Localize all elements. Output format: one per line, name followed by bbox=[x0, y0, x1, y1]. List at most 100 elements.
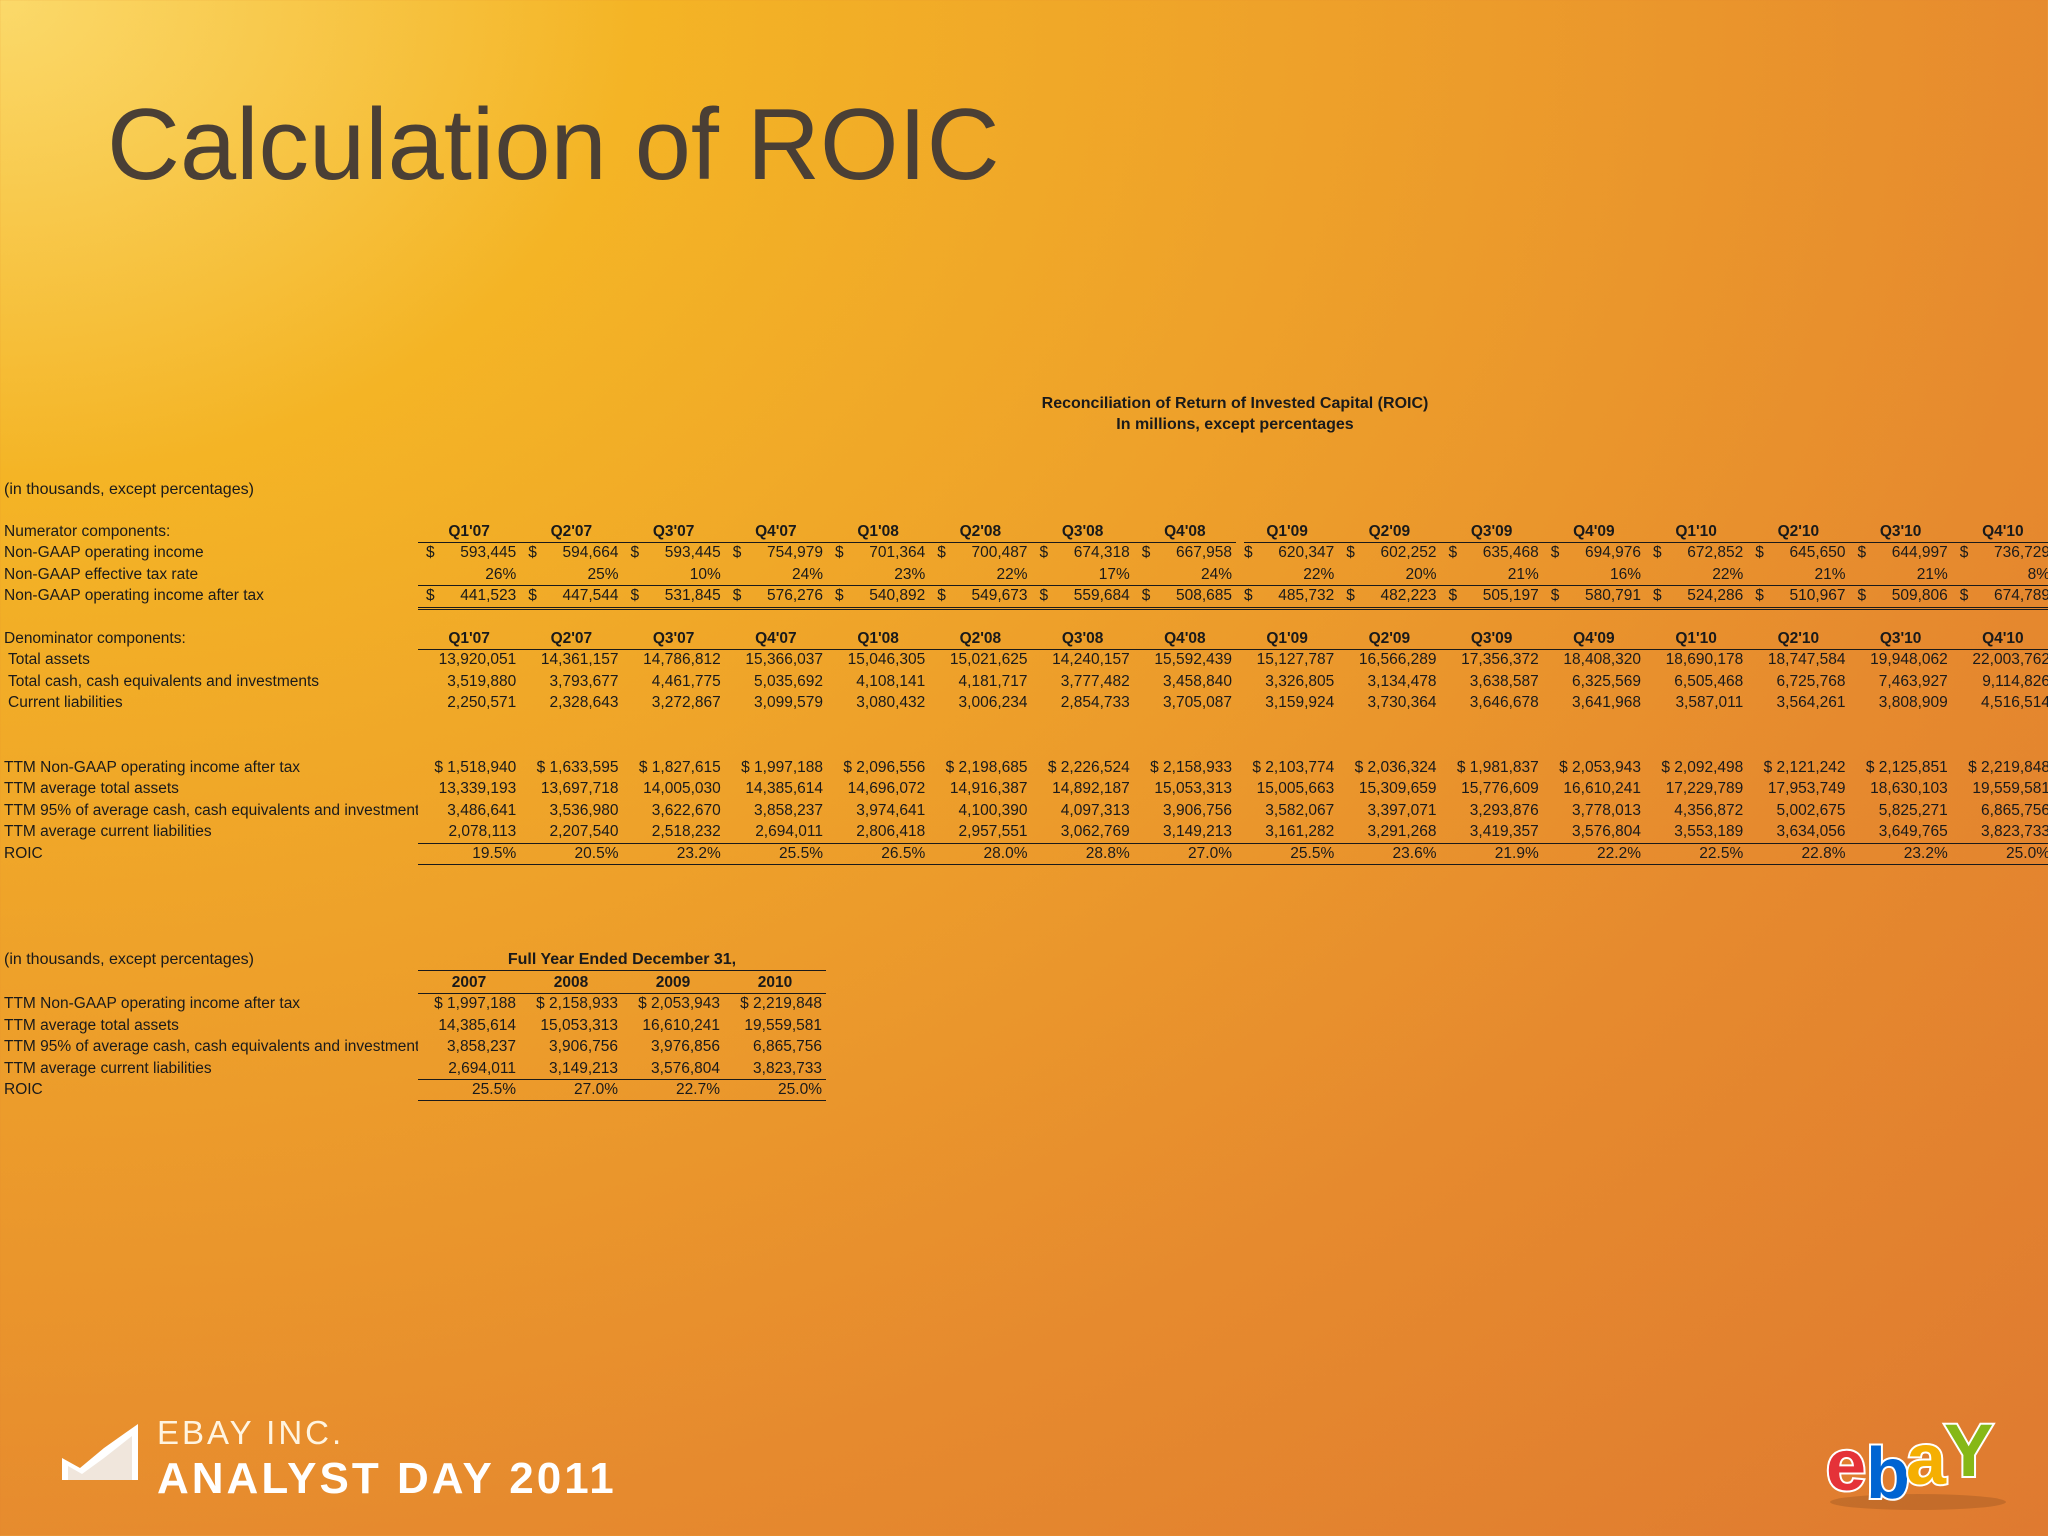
unit-note: (in thousands, except percentages) bbox=[4, 481, 254, 498]
table-cell: 21.9% bbox=[1494, 844, 1539, 862]
svg-text:a: a bbox=[1906, 1420, 1947, 1500]
table-cell: 25.5% bbox=[472, 1081, 516, 1098]
table-cell: 3,705,087 bbox=[1163, 694, 1232, 712]
quarter-header: Q4'09 bbox=[1573, 523, 1615, 540]
dollar-sign: $ bbox=[835, 587, 844, 605]
table-cell: 594,664 bbox=[562, 544, 619, 562]
table-cell: $ 1,997,188 bbox=[434, 995, 516, 1013]
row-label: Non-GAAP operating income after tax bbox=[4, 587, 264, 605]
table-cell: 14,916,387 bbox=[949, 780, 1028, 798]
table-cell: 16,610,241 bbox=[1563, 780, 1641, 798]
numerator-subtotal-line bbox=[418, 585, 2048, 587]
quarter-header: Q4'08 bbox=[1164, 523, 1206, 540]
table-cell: 3,823,733 bbox=[753, 1059, 822, 1077]
table-cell: 15,127,787 bbox=[1256, 651, 1335, 669]
svg-text:b: b bbox=[1866, 1434, 1910, 1514]
table-cell: 19.5% bbox=[472, 844, 517, 862]
row-label: TTM average current liabilities bbox=[4, 1059, 212, 1077]
table-cell: 674,789 bbox=[1993, 587, 2048, 605]
table-cell: $ 1,981,837 bbox=[1456, 759, 1539, 776]
table-cell: 6,505,468 bbox=[1674, 672, 1744, 690]
quarter-header: Q2'09 bbox=[1368, 523, 1411, 540]
table-cell: 15,005,663 bbox=[1256, 780, 1335, 798]
table-cell: 2,328,643 bbox=[549, 694, 619, 712]
table-cell: 700,487 bbox=[971, 544, 1028, 562]
quarter-header: Q4'07 bbox=[755, 523, 797, 540]
table-cell: 3,161,282 bbox=[1265, 823, 1335, 841]
table-cell: 509,806 bbox=[1891, 587, 1948, 605]
table-cell: 736,729 bbox=[1993, 544, 2048, 562]
row-label: TTM average total assets bbox=[4, 780, 179, 798]
table-cell: 3,622,670 bbox=[651, 801, 721, 819]
dollar-sign: $ bbox=[630, 544, 640, 562]
quarter-header: Q3'08 bbox=[1061, 523, 1104, 540]
table-cell: $ 2,121,242 bbox=[1763, 759, 1846, 776]
fy-roic-underline bbox=[418, 1100, 826, 1102]
year-header: 2009 bbox=[655, 974, 691, 991]
table-cell: 16,566,289 bbox=[1358, 651, 1437, 669]
dollar-sign: $ bbox=[1550, 544, 1560, 562]
table-cell: 667,958 bbox=[1175, 544, 1232, 562]
table-cell: 22,003,762 bbox=[1972, 651, 2048, 669]
table-cell: 19,559,581 bbox=[744, 1016, 822, 1034]
table-cell: 3,062,769 bbox=[1060, 823, 1130, 841]
quarter-header: Q4'09 bbox=[1573, 630, 1615, 647]
dollar-sign: $ bbox=[1755, 544, 1764, 562]
table-cell: 3,906,756 bbox=[549, 1038, 618, 1056]
row-label: TTM average total assets bbox=[4, 1016, 179, 1034]
svg-text:e: e bbox=[1826, 1426, 1866, 1506]
table-cell: 602,252 bbox=[1380, 544, 1437, 562]
dollar-sign: $ bbox=[1857, 587, 1867, 605]
dollar-sign: $ bbox=[1959, 544, 1969, 562]
table-cell: 24% bbox=[1200, 565, 1232, 583]
quarter-header: Q1'07 bbox=[448, 630, 490, 647]
table-cell: $ 2,036,324 bbox=[1354, 759, 1437, 776]
table-cell: 20.5% bbox=[574, 844, 619, 862]
dollar-sign: $ bbox=[630, 587, 640, 605]
dollar-sign: $ bbox=[937, 544, 946, 562]
table-cell: 25.5% bbox=[1290, 844, 1335, 862]
row-label: Total cash, cash equivalents and investm… bbox=[8, 672, 320, 690]
table-cell: 27.0% bbox=[574, 1081, 618, 1098]
table-cell: 15,021,625 bbox=[949, 651, 1028, 669]
table-cell: 16% bbox=[1609, 565, 1641, 583]
table-cell: 14,385,614 bbox=[438, 1016, 516, 1034]
table-cell: 10% bbox=[689, 565, 721, 583]
table-cell: 15,046,305 bbox=[847, 651, 926, 669]
table-cell: 3,823,733 bbox=[1981, 823, 2048, 841]
roic-underline bbox=[418, 864, 2048, 865]
table-cell: 2,694,011 bbox=[755, 823, 823, 841]
table-cell: $ 1,518,940 bbox=[434, 759, 517, 776]
table-cell: 22% bbox=[996, 565, 1028, 583]
table-cell: 8% bbox=[2027, 565, 2048, 583]
quarter-header: Q2'09 bbox=[1368, 630, 1411, 647]
year-header: 2008 bbox=[553, 974, 589, 991]
table-cell: 13,920,051 bbox=[438, 651, 517, 669]
table-cell: 3,582,067 bbox=[1265, 801, 1335, 819]
table-cell: 6,865,756 bbox=[753, 1038, 822, 1056]
table-cell: 6,725,768 bbox=[1776, 672, 1846, 690]
table-cell: 22.7% bbox=[676, 1081, 720, 1098]
table-cell: 25.0% bbox=[778, 1081, 822, 1098]
dollar-sign: $ bbox=[1653, 587, 1662, 605]
table-cell: 5,002,675 bbox=[1776, 801, 1846, 819]
table-cell: 4,181,717 bbox=[958, 672, 1028, 690]
table-cell: 644,997 bbox=[1891, 544, 1948, 562]
table-cell: 3,536,980 bbox=[549, 801, 619, 819]
table-cell: 3,634,056 bbox=[1776, 823, 1846, 841]
table-cell: 3,641,968 bbox=[1572, 694, 1641, 712]
dollar-sign: $ bbox=[835, 544, 844, 562]
table-cell: $ 1,827,615 bbox=[638, 759, 721, 776]
table-cell: $ 2,226,524 bbox=[1047, 759, 1130, 776]
dollar-sign: $ bbox=[1550, 587, 1560, 605]
dollar-sign: $ bbox=[1653, 544, 1662, 562]
table-cell: 2,694,011 bbox=[448, 1059, 516, 1077]
table-cell: 18,408,320 bbox=[1563, 651, 1641, 669]
quarter-header: Q1'07 bbox=[448, 523, 490, 540]
quarter-header: Q2'10 bbox=[1777, 630, 1820, 647]
table-cell: 18,747,584 bbox=[1767, 651, 1846, 669]
table-cell: 3,730,364 bbox=[1367, 694, 1437, 712]
table-cell: 3,291,268 bbox=[1367, 823, 1437, 841]
table-cell: 3,646,678 bbox=[1469, 694, 1539, 712]
table-cell: 540,892 bbox=[869, 587, 926, 605]
